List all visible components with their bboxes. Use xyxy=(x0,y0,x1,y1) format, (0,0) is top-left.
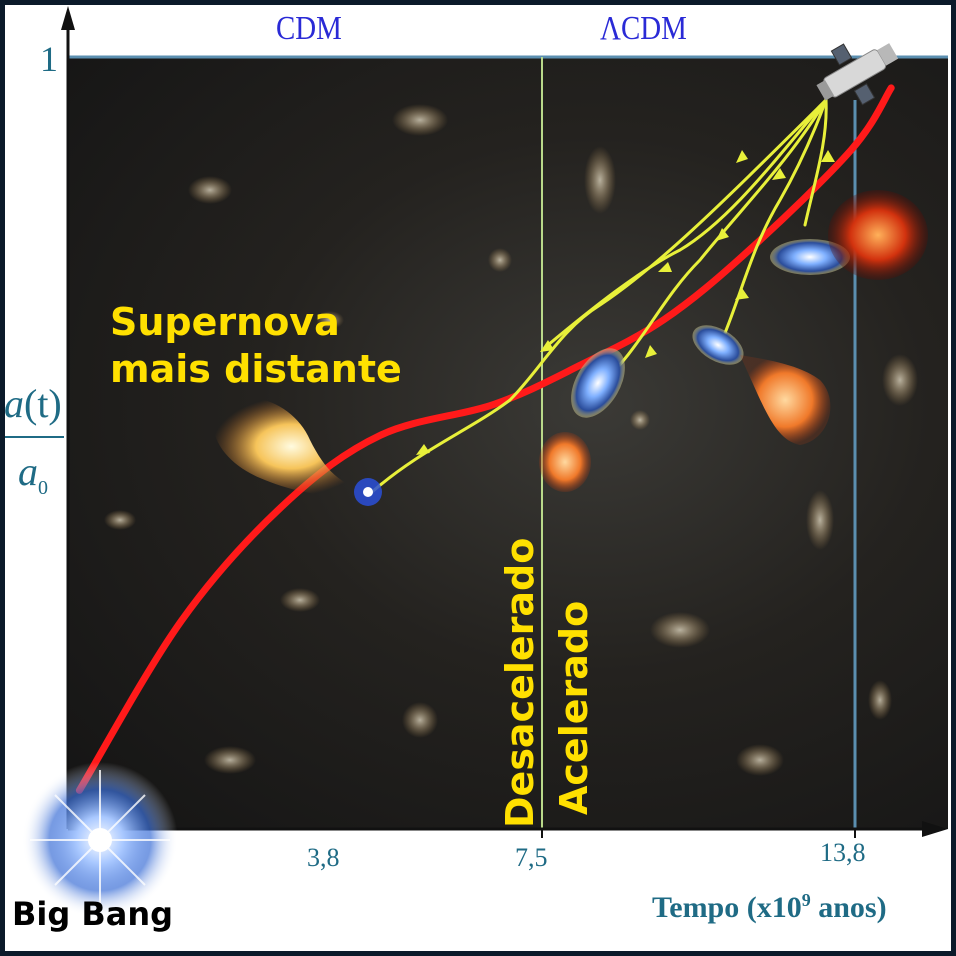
hubble-telescope-icon xyxy=(816,43,899,106)
expansion-curve xyxy=(75,84,895,794)
galaxy-supernova-icon xyxy=(692,325,831,445)
phase-label-decelerated: Desacelerado xyxy=(498,537,542,828)
y-axis-denominator-symbol: a xyxy=(18,449,38,494)
x-axis-label-suffix: anos) xyxy=(818,891,887,924)
fraction-bar xyxy=(4,436,64,438)
y-axis-numerator: a(t) xyxy=(4,380,62,427)
y-axis-top-value: 1 xyxy=(40,39,58,79)
big-bang-label: Big Bang xyxy=(12,895,174,933)
x-tick-label: 7,5 xyxy=(515,843,548,872)
x-tick-label: 13,8 xyxy=(820,838,866,867)
light-paths xyxy=(370,98,828,494)
galaxy-supernova-icon xyxy=(539,348,625,492)
phase-label-accelerated: Acelerado xyxy=(552,600,596,815)
big-bang-burst-icon xyxy=(22,762,178,918)
x-axis-label: Tempo (x109 anos) xyxy=(652,890,887,925)
y-axis-argument: (t) xyxy=(24,381,62,426)
light-path-arrows xyxy=(416,150,835,455)
x-axis-label-exponent: 9 xyxy=(801,890,811,910)
y-axis xyxy=(61,6,75,829)
x-tick-label: 3,8 xyxy=(307,843,340,872)
background-galaxies xyxy=(104,104,918,776)
y-axis-denominator: a0 xyxy=(18,448,48,500)
x-axis-label-prefix: Tempo (x10 xyxy=(652,891,802,924)
x-axis xyxy=(68,821,948,837)
y-axis-function: a xyxy=(4,381,24,426)
model-label-lcdm: ΛCDM xyxy=(600,10,687,47)
supernova-caption-line1: Supernova xyxy=(110,300,340,344)
supernova-explosion-icon xyxy=(212,397,382,506)
model-label-cdm: CDM xyxy=(276,10,342,47)
y-axis-denominator-subscript: 0 xyxy=(38,477,48,499)
galaxy-supernova-icon xyxy=(770,190,928,280)
supernova-caption-line2: mais distante xyxy=(110,347,402,391)
